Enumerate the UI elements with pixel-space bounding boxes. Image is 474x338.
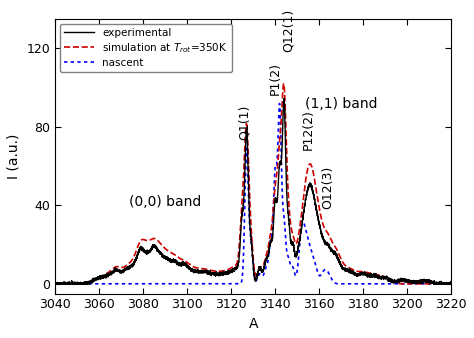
experimental <box>448 282 454 286</box>
experimental <box>52 282 58 286</box>
nascent <box>348 282 354 286</box>
experimental <box>310 189 316 193</box>
nascent <box>124 282 130 286</box>
Legend: experimental, simulation at $T_{rot}$=350K, nascent: experimental, simulation at $T_{rot}$=35… <box>60 24 232 72</box>
simulation at $T_{rot}$=350K <box>448 282 454 286</box>
simulation at $T_{rot}$=350K <box>348 267 354 271</box>
experimental <box>124 265 130 269</box>
nascent <box>290 265 296 269</box>
Line: simulation at $T_{rot}$=350K: simulation at $T_{rot}$=350K <box>55 83 451 284</box>
experimental <box>281 96 287 100</box>
nascent <box>204 282 210 286</box>
experimental <box>290 243 296 247</box>
experimental <box>378 274 384 279</box>
Text: Q1(1): Q1(1) <box>238 105 251 140</box>
simulation at $T_{rot}$=350K <box>52 282 58 286</box>
Text: Q12(1): Q12(1) <box>282 9 295 52</box>
Line: experimental: experimental <box>55 98 451 284</box>
experimental <box>52 282 58 286</box>
simulation at $T_{rot}$=350K <box>204 267 210 271</box>
nascent <box>52 282 58 286</box>
Text: (1,1) band: (1,1) band <box>305 97 377 111</box>
experimental <box>348 271 354 275</box>
nascent <box>310 253 316 257</box>
nascent <box>378 282 384 286</box>
Text: (0,0) band: (0,0) band <box>129 195 201 209</box>
simulation at $T_{rot}$=350K <box>290 232 296 236</box>
Y-axis label: I (a.u.): I (a.u.) <box>7 134 21 179</box>
simulation at $T_{rot}$=350K <box>310 168 316 172</box>
Line: nascent: nascent <box>55 103 451 284</box>
Text: P12(2): P12(2) <box>301 110 315 150</box>
X-axis label: A: A <box>248 317 258 331</box>
nascent <box>277 101 283 105</box>
experimental <box>204 268 210 272</box>
Text: O12(3): O12(3) <box>321 166 335 209</box>
nascent <box>448 282 454 286</box>
Text: P1(2): P1(2) <box>269 62 282 95</box>
simulation at $T_{rot}$=350K <box>124 263 130 267</box>
simulation at $T_{rot}$=350K <box>378 274 384 278</box>
simulation at $T_{rot}$=350K <box>281 81 287 86</box>
